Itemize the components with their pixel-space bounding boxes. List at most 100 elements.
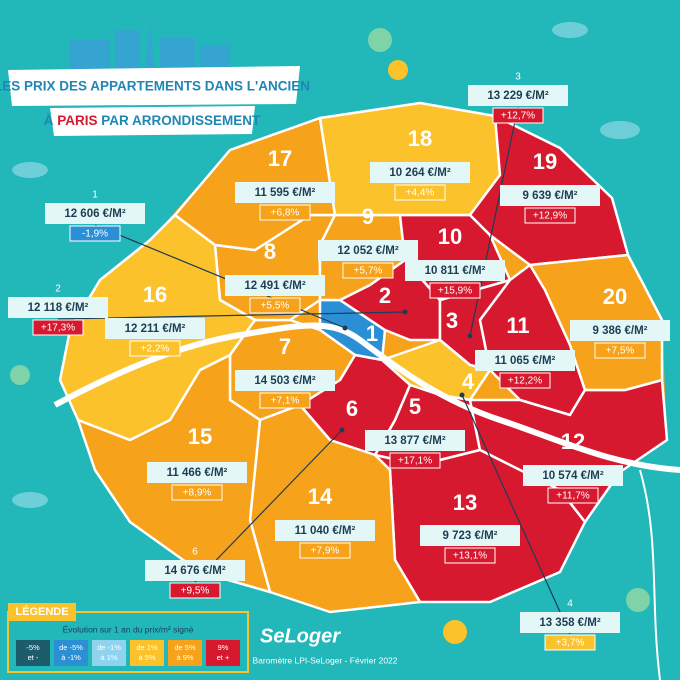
change-box	[492, 107, 544, 124]
change: +13,1%	[453, 551, 487, 562]
callout-dot	[342, 325, 348, 331]
district-number: 3	[446, 308, 458, 333]
price: 13 877 €/M²	[384, 435, 446, 447]
change-box	[342, 262, 394, 279]
price: 12 211 €/M²	[125, 323, 186, 335]
callout-line	[194, 429, 343, 583]
change-box	[249, 297, 301, 314]
legend-label: de -5%	[59, 643, 83, 652]
district-number: 13	[453, 490, 477, 515]
price: 13 358 €/M²	[539, 617, 601, 629]
price-box	[420, 525, 520, 546]
legend-label: à 1%	[100, 653, 117, 662]
district-number: 10	[438, 224, 462, 249]
legend-swatch	[206, 640, 240, 666]
price: 11 595 €/M²	[255, 187, 316, 199]
change-box	[259, 204, 311, 221]
callout-number: 6	[192, 547, 198, 558]
title-banner	[8, 66, 300, 106]
price-box	[468, 85, 568, 106]
change-box	[299, 542, 351, 559]
callout-dot	[459, 392, 465, 398]
callout-line	[461, 394, 571, 635]
price: 12 118 €/M²	[28, 302, 89, 314]
title-line2: À PARIS PAR ARRONDISSEMENT	[44, 113, 261, 128]
price-box	[45, 203, 145, 224]
change: +12,2%	[508, 376, 542, 387]
callout-dot	[339, 427, 345, 433]
change: +8,9%	[183, 488, 212, 499]
price-box	[235, 370, 335, 391]
district-number: 4	[462, 369, 475, 394]
change-box	[69, 225, 121, 242]
legend-tab	[8, 603, 76, 621]
change-box	[389, 452, 441, 469]
change: +7,9%	[311, 546, 340, 557]
callout-dot	[467, 333, 473, 339]
price: 9 723 €/M²	[443, 530, 498, 542]
callout-number: 1	[92, 190, 98, 201]
price-box	[370, 162, 470, 183]
price-box	[225, 275, 325, 296]
callout-line	[94, 224, 346, 329]
district-number: 12	[561, 429, 585, 454]
change-box	[32, 319, 84, 336]
price: 10 811 €/M²	[425, 265, 486, 277]
price-box	[570, 320, 670, 341]
change-box	[544, 634, 596, 651]
legend-label: à -1%	[61, 653, 81, 662]
district-number: 11	[506, 313, 529, 338]
legend-subtitle: Évolution sur 1 an du prix/m² signé	[63, 624, 194, 634]
title-part: PAR ARRONDISSEMENT	[101, 113, 261, 128]
price-box	[475, 350, 575, 371]
price-box	[523, 465, 623, 486]
change-box	[394, 184, 446, 201]
legend-label: de -1%	[97, 643, 121, 652]
price: 11 040 €/M²	[295, 525, 356, 537]
legend-label: 9%	[218, 643, 229, 652]
price: 10 264 €/M²	[389, 167, 451, 179]
callout-dot	[402, 309, 408, 315]
change: +3,7%	[556, 638, 585, 649]
change-box	[594, 342, 646, 359]
price-box	[405, 260, 505, 281]
change: +2,2%	[141, 344, 170, 355]
district-number: 18	[408, 126, 432, 151]
legend-label: -5%	[26, 643, 40, 652]
title-line1: LES PRIX DES APPARTEMENTS DANS L'ANCIEN	[0, 79, 310, 94]
peripherique	[639, 469, 661, 680]
price-box	[500, 185, 600, 206]
change: +5,7%	[354, 266, 383, 277]
change: +11,7%	[556, 491, 590, 502]
price-box	[318, 240, 418, 261]
title-part: À	[44, 113, 54, 128]
district-number: 1	[366, 321, 378, 346]
change: +17,3%	[41, 323, 75, 334]
legend-items: -5%et - de -5%à -1% de -1%à 1% de 1%à 5% de …	[16, 640, 240, 666]
callout-number: 2	[55, 284, 61, 295]
district-number: 5	[409, 394, 421, 419]
legend-title: LÉGENDE	[15, 605, 68, 618]
legend-frame	[7, 611, 249, 673]
price-box	[147, 462, 247, 483]
change-box	[499, 372, 551, 389]
legend-label: de 5%	[174, 643, 196, 652]
change-box	[169, 582, 221, 599]
change-box	[429, 282, 481, 299]
skyline	[70, 20, 230, 75]
district-number: 17	[268, 146, 292, 171]
price: 11 466 €/M²	[167, 467, 228, 479]
callout-line	[57, 311, 406, 320]
callout-number: 3	[515, 72, 521, 83]
price: 9 639 €/M²	[523, 190, 578, 202]
change-box	[547, 487, 599, 504]
change-box	[444, 547, 496, 564]
change: +9,5%	[181, 586, 210, 597]
change-box	[259, 392, 311, 409]
change: +17,1%	[398, 456, 432, 467]
change: -1,9%	[82, 229, 108, 240]
